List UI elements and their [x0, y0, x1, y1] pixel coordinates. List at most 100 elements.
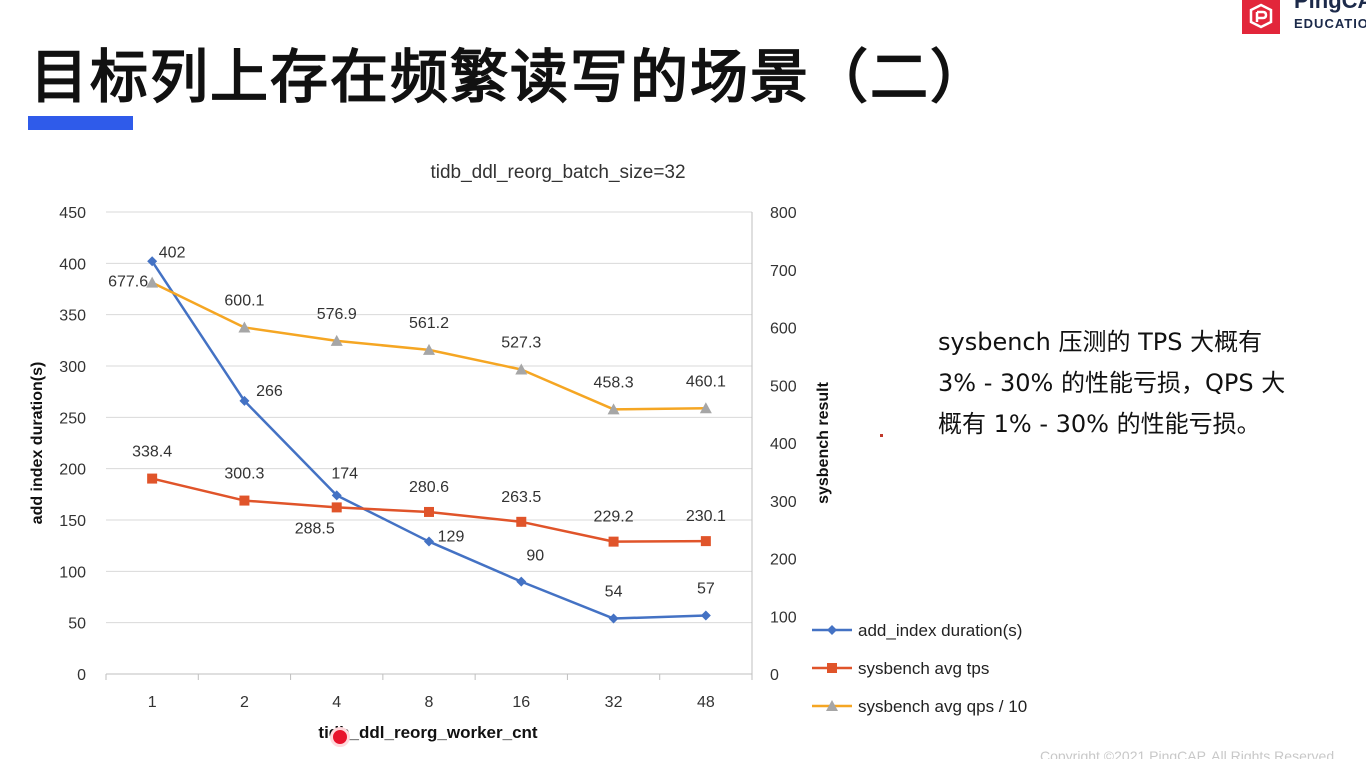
data-label: 174 [331, 465, 358, 482]
data-point-square [424, 506, 434, 517]
data-point-diamond [827, 625, 837, 635]
data-point-diamond [424, 536, 434, 547]
legend-item: sysbench avg tps [812, 659, 989, 678]
data-point-square [331, 502, 342, 513]
x-tick-label: 1 [148, 694, 157, 711]
data-point-triangle [826, 700, 838, 711]
y-tick-label: 350 [59, 308, 86, 325]
data-point-diamond [239, 395, 250, 406]
axes: 0501001502002503003504004500100200300400… [59, 205, 797, 711]
data-label: 402 [159, 244, 186, 261]
data-point-triangle [515, 363, 528, 375]
slide-title: 目标列上存在频繁读写的场景（二） [30, 43, 991, 111]
y2-tick-label: 700 [770, 263, 797, 280]
series-0 [147, 256, 711, 624]
data-point-square [147, 473, 158, 484]
data-point-triangle [330, 334, 343, 346]
note-line: sysbench 压测的 TPS 大概有 [938, 328, 1263, 356]
series-2 [146, 276, 712, 415]
y2-axis-title: sysbench result [815, 381, 832, 504]
pingcap-logo: PingCAP EDUCATION [1242, 0, 1366, 40]
y-axis-title: add index duration(s) [29, 362, 46, 525]
data-point-triangle [146, 276, 159, 288]
logo-subtitle: EDUCATION [1294, 16, 1366, 31]
x-tick-label: 2 [240, 694, 249, 711]
data-point-square [608, 536, 619, 547]
y2-tick-label: 100 [770, 609, 797, 626]
data-label: 561.2 [409, 315, 449, 332]
data-label: 129 [438, 529, 465, 546]
data-point-triangle [699, 402, 712, 414]
logo-wordmark: PingCAP [1294, 0, 1366, 13]
data-point-square [516, 516, 527, 527]
y-tick-label: 300 [59, 359, 86, 376]
y-tick-label: 200 [59, 462, 86, 479]
legend-item: add_index duration(s) [812, 621, 1022, 640]
chart-legend: add_index duration(s) sysbench avg tps sys… [812, 621, 1027, 716]
x-tick-label: 16 [512, 694, 530, 711]
note-line: 概有 1% - 30% 的性能亏损。 [938, 410, 1261, 438]
data-point-diamond [608, 613, 619, 624]
data-point-triangle [423, 343, 435, 355]
data-label: 288.5 [295, 520, 335, 537]
y2-tick-label: 500 [770, 378, 797, 395]
series-1 [147, 473, 711, 547]
data-label: 677.6 [108, 274, 148, 291]
note-line: 3% - 30% 的性能亏损，QPS 大 [938, 369, 1286, 397]
y-tick-label: 400 [59, 256, 86, 273]
pingcap-logo-icon [1242, 0, 1280, 34]
data-label: 263.5 [501, 489, 541, 506]
y2-tick-label: 400 [770, 436, 797, 453]
legend-label: sysbench avg tps [858, 659, 989, 678]
stray-dot [880, 434, 883, 437]
data-label: 280.6 [409, 479, 449, 496]
y2-tick-label: 200 [770, 552, 797, 569]
title-accent-bar [28, 116, 133, 130]
data-label: 527.3 [501, 334, 541, 351]
grid-lines [106, 211, 752, 624]
side-note: sysbench 压测的 TPS 大概有 3% - 30% 的性能亏损，QPS … [938, 322, 1358, 445]
legend-label: add_index duration(s) [858, 621, 1022, 640]
data-point-diamond [700, 610, 711, 621]
data-label: 229.2 [594, 509, 634, 526]
data-label: 460.1 [686, 373, 726, 390]
data-label: 90 [526, 548, 544, 565]
data-label: 57 [697, 580, 715, 597]
data-label: 230.1 [686, 508, 726, 525]
y-tick-label: 100 [59, 564, 86, 581]
x-tick-label: 32 [605, 694, 623, 711]
data-label: 300.3 [224, 466, 264, 483]
y-tick-label: 250 [59, 410, 86, 427]
data-point-square [827, 663, 837, 673]
data-point-diamond [147, 256, 158, 267]
y2-tick-label: 800 [770, 205, 797, 222]
cursor-pointer-dot [330, 727, 350, 747]
data-point-triangle [238, 321, 251, 333]
y-tick-label: 450 [59, 205, 86, 222]
legend-label: sysbench avg qps / 10 [858, 697, 1027, 716]
y2-tick-label: 600 [770, 321, 797, 338]
legend-item: sysbench avg qps / 10 [812, 697, 1027, 716]
y2-tick-label: 300 [770, 494, 797, 511]
y-tick-label: 150 [59, 513, 86, 530]
chart-series [146, 256, 712, 624]
copyright-text: Copyright ©2021 PingCAP. All Rights Rese… [1040, 748, 1338, 759]
data-label: 54 [605, 584, 623, 601]
data-label: 600.1 [224, 292, 264, 309]
y-tick-label: 0 [77, 667, 86, 684]
data-label: 266 [256, 383, 283, 400]
x-axis-title: tidb_ddl_reorg_worker_cnt [318, 723, 538, 742]
data-point-diamond [331, 490, 342, 501]
data-point-square [700, 536, 711, 547]
x-tick-label: 8 [425, 694, 434, 711]
data-label: 458.3 [594, 374, 634, 391]
data-label: 338.4 [132, 444, 172, 461]
x-tick-label: 48 [697, 694, 715, 711]
data-point-triangle [607, 403, 620, 415]
data-point-square [239, 495, 250, 506]
chart-title: tidb_ddl_reorg_batch_size=32 [430, 162, 685, 183]
data-label: 576.9 [317, 306, 357, 323]
y2-tick-label: 0 [770, 667, 779, 684]
